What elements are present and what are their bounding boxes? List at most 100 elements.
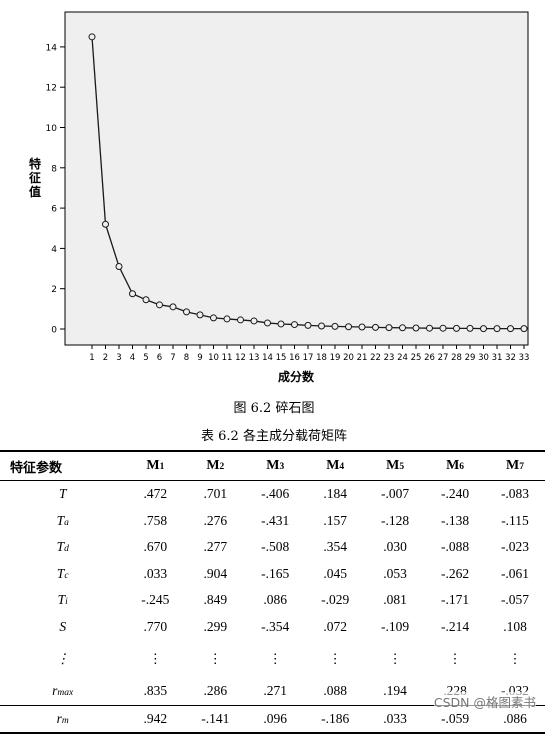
- table-cell: .033: [143, 565, 168, 581]
- data-point: [358, 323, 366, 331]
- table-cell: .849: [203, 592, 228, 608]
- x-tick-label: 7: [170, 353, 175, 363]
- data-point: [223, 315, 231, 323]
- table-cell: ⋮: [328, 651, 342, 666]
- data-point: [520, 325, 528, 333]
- table-cell: .670: [143, 539, 168, 555]
- table-cell: -.214: [440, 618, 470, 634]
- data-point: [372, 323, 379, 331]
- table-cell: ⋮: [208, 651, 223, 666]
- table-cell: .088: [323, 683, 347, 699]
- table-row: S .770 .299 -.354 .072 -.109 -.214 .108: [0, 614, 545, 641]
- table-row: Ta .758 .276 -.431 .157 -.128 -.138 -.115: [0, 508, 545, 535]
- table-row: Ti -.245 .849 .086 -.029 .081 -.171 -.057: [0, 587, 545, 614]
- table-cell: .701: [203, 486, 228, 502]
- data-point: [264, 319, 271, 327]
- table-cell: ⋮: [448, 651, 462, 666]
- row-label: Tc: [56, 565, 69, 581]
- x-tick-label: 15: [276, 353, 287, 363]
- table-cell: .053: [383, 565, 407, 581]
- header-feature-parameter: 特征参数: [0, 450, 126, 481]
- table-cell: .072: [323, 618, 347, 634]
- row-label: Ta: [56, 512, 69, 528]
- table-cell: .194: [383, 683, 407, 699]
- data-point: [142, 296, 150, 304]
- watermark: CSDN @格图素书: [433, 692, 536, 711]
- x-tick-label: 14: [262, 353, 273, 363]
- data-point: [156, 301, 163, 309]
- row-label: rm: [0, 704, 126, 734]
- table-cell: -.138: [440, 512, 470, 528]
- data-point: [291, 321, 298, 329]
- table-cell: -.354: [261, 618, 290, 634]
- row-label: rmax: [52, 683, 74, 699]
- data-point: [210, 314, 217, 322]
- x-tick-label: 25: [411, 353, 422, 363]
- table-row: T .472 .701 -.406 .184 -.007 -.240 -.083: [0, 481, 545, 508]
- data-point: [102, 220, 109, 228]
- row-label: T: [58, 486, 67, 502]
- table-cell: -.141: [185, 704, 246, 734]
- table-cell: .770: [143, 618, 168, 634]
- data-point: [345, 323, 352, 331]
- x-tick-label: 6: [157, 353, 162, 363]
- table-cell: .472: [143, 486, 168, 502]
- table-cell: -.061: [500, 565, 530, 581]
- header-m7: M7: [485, 450, 545, 481]
- header-m4: M4: [305, 450, 366, 481]
- x-tick-label: 31: [492, 353, 503, 363]
- data-point: [237, 316, 244, 324]
- x-tick-label: 26: [424, 353, 435, 363]
- table-cell: -.109: [381, 618, 410, 634]
- table-cell: -.406: [261, 486, 290, 502]
- table-cell: .276: [203, 512, 228, 528]
- data-point: [453, 324, 460, 332]
- data-point: [507, 325, 514, 333]
- x-tick-label: 24: [397, 353, 408, 363]
- x-tick-label: 2: [103, 353, 108, 363]
- data-point: [129, 290, 136, 298]
- data-point: [385, 324, 393, 332]
- table-cell: .108: [503, 618, 527, 634]
- data-point: [439, 324, 447, 332]
- data-point: [88, 33, 96, 41]
- y-axis-label: 特征值: [29, 156, 41, 199]
- x-tick-label: 27: [438, 353, 449, 363]
- x-tick-label: 30: [478, 353, 489, 363]
- x-tick-label: 12: [235, 353, 246, 363]
- y-tick-label: 14: [46, 43, 58, 53]
- table-cell: .081: [383, 592, 407, 608]
- table-cell: .096: [245, 704, 306, 734]
- data-point: [399, 324, 406, 332]
- table-cell: .271: [263, 683, 288, 699]
- x-tick-label: 19: [330, 353, 341, 363]
- data-point: [412, 324, 420, 332]
- x-tick-label: 1: [89, 353, 94, 363]
- table-cell: -.083: [500, 486, 530, 502]
- table-cell: -.128: [381, 512, 410, 528]
- x-tick-label: 17: [303, 353, 314, 363]
- x-tick-label: 33: [519, 353, 530, 363]
- table-cell: .184: [323, 486, 347, 502]
- row-label: ⋮: [55, 651, 70, 666]
- data-point: [318, 322, 325, 330]
- table-row: ⋮ ⋮ ⋮ ⋮ ⋮ ⋮ ⋮ ⋮: [0, 640, 545, 678]
- table-cell: .942: [125, 704, 186, 734]
- x-tick-label: 16: [289, 353, 300, 363]
- x-tick-label: 9: [197, 353, 202, 363]
- x-tick-label: 21: [357, 353, 368, 363]
- header-m6: M6: [425, 450, 486, 481]
- x-tick-label: 4: [130, 353, 135, 363]
- y-tick-label: 4: [51, 245, 57, 255]
- table-cell: -.165: [261, 565, 290, 581]
- table-cell: .030: [383, 539, 407, 555]
- header-m3: M3: [245, 450, 306, 481]
- x-tick-label: 23: [384, 353, 395, 363]
- table-cell: -.431: [261, 512, 290, 528]
- table-cell: .904: [203, 565, 228, 581]
- table-cell: .758: [143, 512, 168, 528]
- data-point: [480, 325, 487, 333]
- x-tick-label: 32: [505, 353, 516, 363]
- table-cell: ⋮: [148, 651, 163, 666]
- table-cell: -.115: [501, 512, 529, 528]
